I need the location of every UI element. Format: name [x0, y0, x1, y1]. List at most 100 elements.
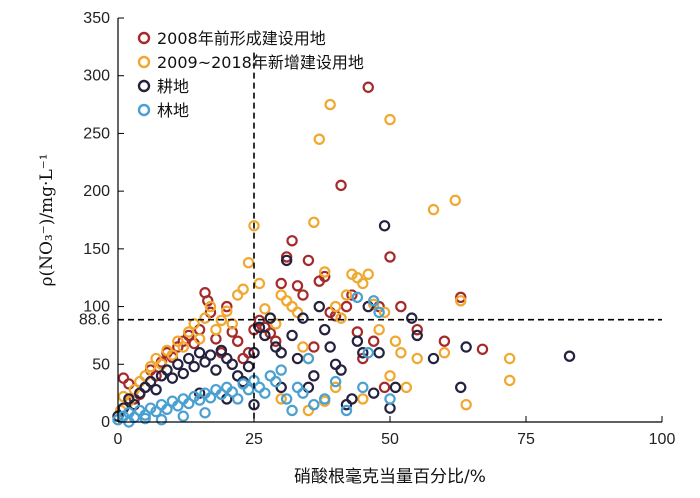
data-point-s1-61	[503, 374, 516, 387]
data-point-s0-12	[183, 329, 195, 342]
data-point-s0-1	[123, 378, 135, 390]
data-point-s1-57	[449, 194, 461, 207]
data-point-s3-7	[150, 405, 162, 418]
data-point-s1-4	[134, 375, 146, 388]
data-point-s1-32	[286, 300, 298, 313]
data-point-s1-19	[215, 314, 228, 327]
y-tick-label: 250	[83, 125, 110, 142]
data-point-s2-15	[193, 347, 206, 359]
data-point-s1-15	[193, 333, 206, 345]
x-tick-label: 100	[649, 431, 676, 448]
data-point-s1-20	[221, 305, 233, 317]
data-point-s1-41	[335, 312, 347, 324]
legend-marker-0	[137, 31, 151, 45]
y-tick-label: 100	[83, 299, 110, 316]
data-point-s3-17	[204, 392, 217, 404]
y-tick-label: 200	[83, 183, 110, 200]
data-point-s3-33	[291, 381, 304, 394]
data-point-s1-51	[389, 335, 402, 347]
data-point-s1-24	[242, 257, 255, 269]
data-point-s3-37	[319, 393, 331, 405]
data-point-s2-28	[264, 312, 277, 324]
data-point-s1-16	[199, 312, 211, 324]
data-point-s0-34	[297, 289, 309, 301]
data-point-s1-39	[324, 98, 336, 111]
x-axis-label: 硝酸根毫克当量百分比/%	[294, 467, 486, 487]
data-point-s0-14	[193, 323, 206, 336]
data-point-s1-56	[438, 347, 451, 359]
data-point-s1-62	[329, 381, 342, 394]
data-point-s3-29	[270, 375, 282, 388]
data-point-s2-36	[308, 370, 320, 382]
data-point-s2-14	[188, 360, 200, 373]
data-point-s3-42	[362, 347, 374, 359]
data-point-s2-31	[280, 254, 293, 267]
data-point-s2-47	[367, 387, 380, 399]
data-point-s1-46	[362, 268, 374, 280]
y-tick-label: 350	[83, 10, 110, 27]
legend-marker-1	[137, 55, 151, 69]
data-point-s1-50	[384, 113, 396, 126]
data-point-s2-27	[259, 329, 271, 342]
data-point-s1-12	[177, 341, 189, 353]
data-point-s3-35	[302, 352, 315, 365]
data-point-s2-49	[378, 220, 391, 232]
data-point-s2-40	[329, 358, 342, 370]
y-tick-label: 0	[101, 414, 110, 431]
data-point-s2-20	[221, 352, 233, 365]
data-point-s0-0	[117, 372, 130, 384]
data-point-s2-57	[563, 350, 576, 362]
data-point-s2-50	[384, 402, 396, 414]
data-point-s1-54	[411, 352, 423, 365]
data-point-s1-13	[183, 326, 195, 338]
data-point-s1-38	[319, 266, 331, 278]
data-point-s1-64	[384, 370, 396, 382]
data-point-s1-5	[139, 370, 151, 382]
data-point-s3-30	[275, 364, 287, 376]
y-tick-label: 150	[83, 241, 110, 258]
data-point-s2-38	[319, 323, 331, 336]
data-point-s0-26	[253, 314, 266, 327]
data-point-s3-39	[340, 404, 353, 417]
data-point-s2-45	[357, 347, 369, 359]
data-point-s0-36	[308, 341, 320, 353]
data-point-s1-10	[166, 349, 179, 361]
data-point-s0-50	[384, 251, 396, 263]
data-point-s1-36	[308, 216, 320, 229]
data-point-s0-38	[319, 270, 331, 283]
data-point-s1-52	[395, 347, 407, 359]
data-point-s1-6	[144, 360, 157, 373]
data-point-s0-18	[210, 333, 222, 345]
data-point-s2-52	[406, 312, 418, 324]
data-point-s0-43	[346, 289, 358, 301]
data-point-s2-16	[199, 356, 211, 368]
x-tick-label: 25	[245, 431, 263, 448]
data-point-s0-22	[231, 335, 244, 347]
data-point-s2-10	[166, 372, 179, 384]
data-point-s0-31	[280, 251, 293, 263]
data-point-s1-37	[313, 133, 325, 145]
data-point-s2-33	[291, 352, 304, 365]
data-point-s2-61	[275, 381, 287, 394]
data-point-s2-30	[275, 347, 287, 359]
data-point-s2-48	[373, 347, 385, 359]
legend-label-3: 林地	[157, 101, 189, 120]
data-point-s0-42	[340, 300, 353, 313]
data-point-s3-38	[329, 375, 342, 388]
data-point-s3-41	[357, 381, 369, 394]
data-point-s2-13	[183, 352, 195, 365]
data-point-s1-47	[367, 298, 380, 310]
data-point-s0-51	[395, 300, 407, 313]
data-point-s3-40	[351, 291, 364, 304]
data-point-s2-19	[215, 344, 228, 357]
data-point-s1-58	[455, 295, 467, 307]
data-point-s3-36	[308, 398, 320, 411]
data-point-s2-35	[302, 381, 315, 394]
data-point-s0-47	[367, 335, 380, 347]
data-point-s2-53	[411, 329, 423, 342]
data-point-s2-34	[297, 312, 309, 324]
data-point-s1-31	[280, 295, 293, 307]
data-point-s2-54	[427, 352, 440, 365]
data-point-s2-26	[253, 321, 266, 334]
